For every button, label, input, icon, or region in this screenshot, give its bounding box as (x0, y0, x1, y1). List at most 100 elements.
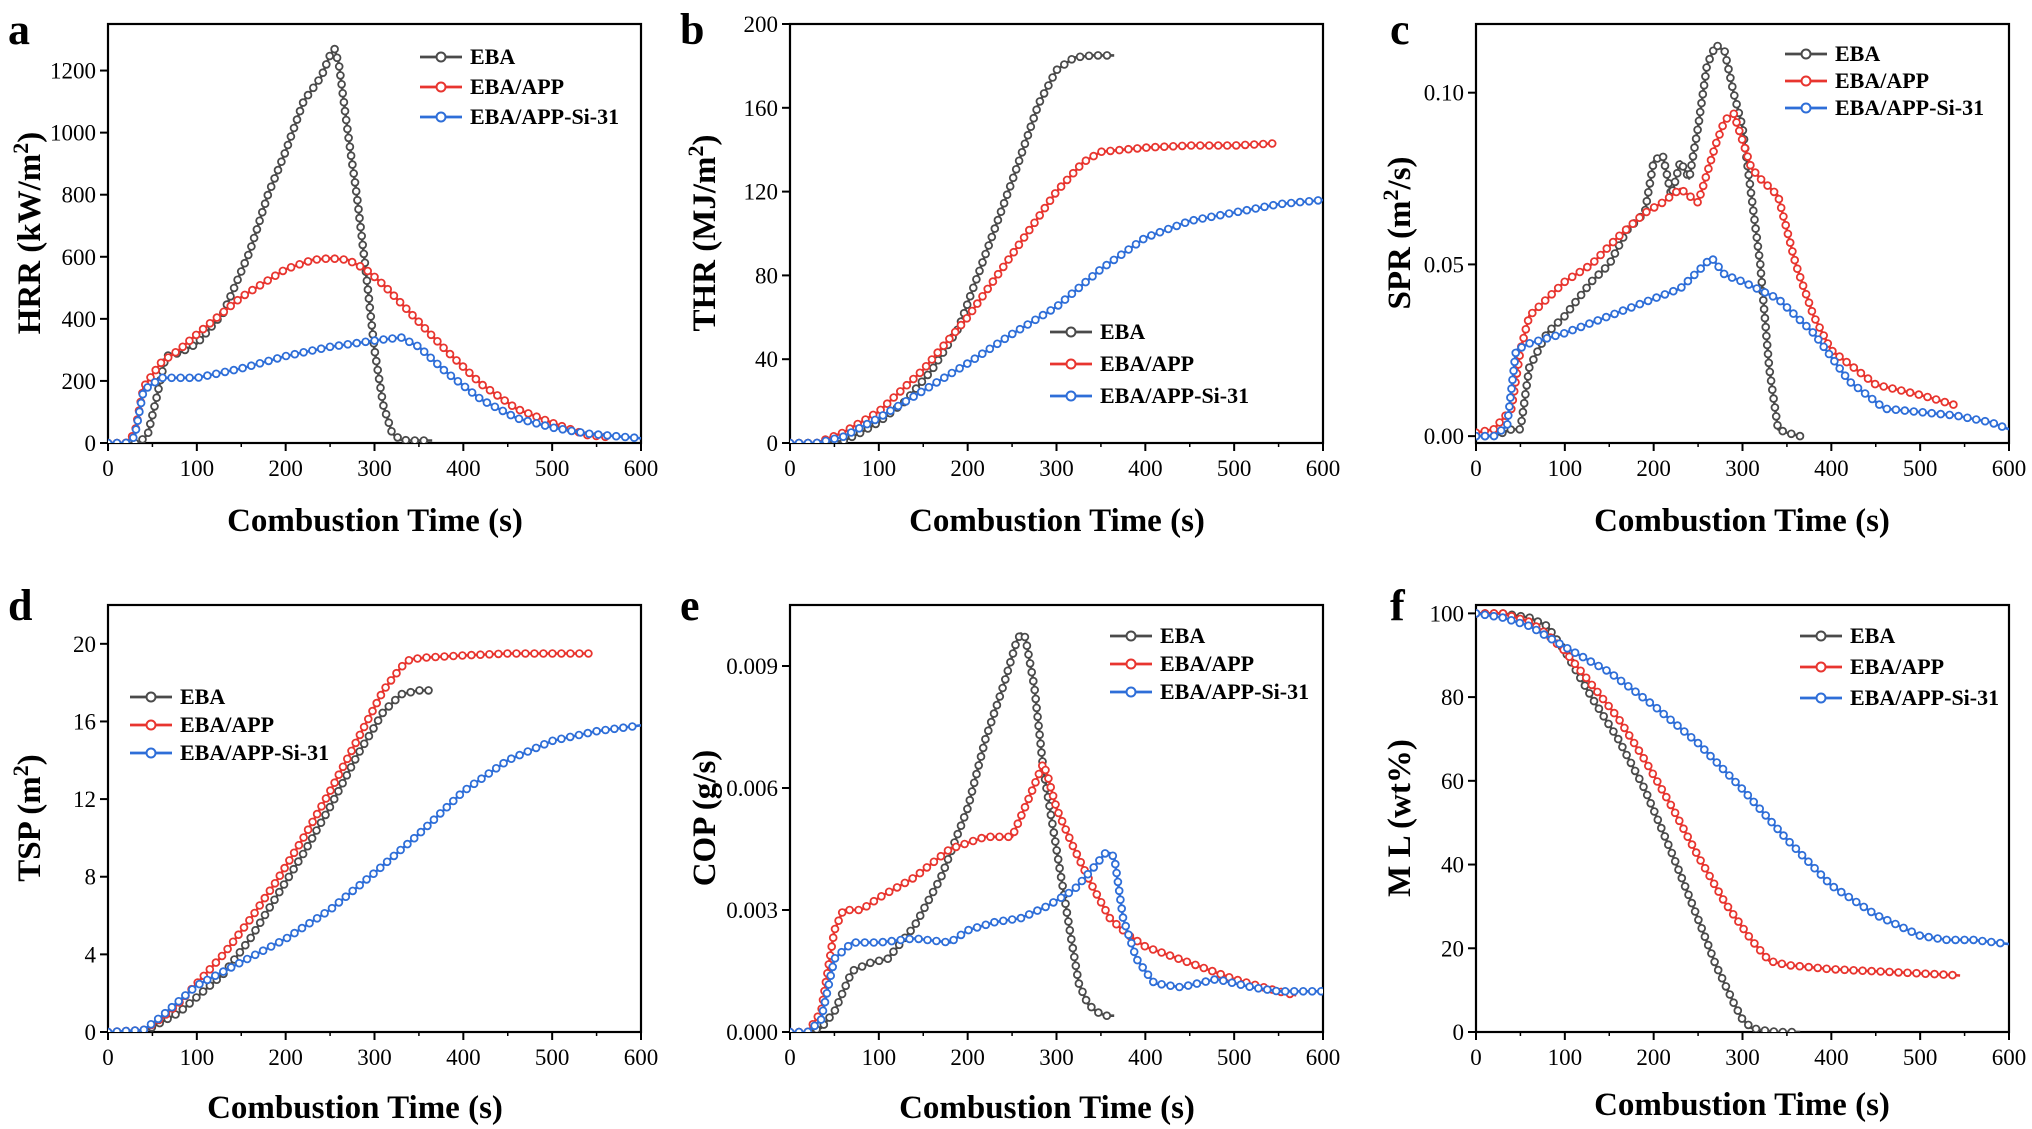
data-marker (289, 123, 299, 133)
data-marker (583, 728, 593, 738)
data-marker (330, 44, 339, 54)
data-marker (1807, 306, 1817, 316)
data-marker (1795, 315, 1805, 325)
data-marker (1600, 264, 1610, 273)
data-marker (1768, 957, 1778, 967)
data-marker (1624, 681, 1633, 691)
data-marker (846, 428, 856, 437)
data-marker (1933, 934, 1942, 943)
data-marker (1639, 782, 1648, 792)
series-group (108, 44, 641, 443)
data-marker (187, 985, 197, 994)
data-marker (321, 254, 331, 264)
data-marker (1254, 983, 1263, 993)
data-marker (865, 958, 875, 968)
data-marker (830, 434, 839, 443)
data-marker (1710, 957, 1719, 967)
data-marker (1024, 650, 1033, 659)
data-marker (274, 937, 284, 947)
data-marker (1056, 893, 1066, 902)
x-axis-title: Combustion Time (s) (1594, 1087, 1890, 1123)
data-marker (924, 382, 934, 392)
series-group (790, 51, 1323, 443)
data-marker (263, 190, 273, 200)
data-marker (368, 706, 377, 716)
data-marker (841, 981, 850, 991)
data-marker (341, 115, 351, 125)
data-marker (1233, 207, 1243, 217)
data-marker (138, 435, 147, 443)
panel-f: f 0 100 200 300 400 500 600 0 20 40 60 80 100 Combusti… (1382, 581, 2026, 1123)
x-tick-label: 100 (862, 456, 897, 481)
data-marker (1763, 181, 1772, 190)
data-marker (1583, 262, 1592, 272)
x-tick-label: 600 (1306, 456, 1341, 481)
data-marker (1027, 667, 1036, 677)
data-marker (330, 254, 340, 264)
data-marker (1723, 902, 1733, 912)
data-marker (382, 857, 392, 867)
data-marker (355, 730, 365, 740)
data-marker (1534, 336, 1543, 346)
x-tick-label: 300 (357, 1045, 392, 1070)
data-marker (429, 815, 439, 824)
legend-label: EBA/APP (180, 712, 274, 737)
data-marker (1525, 338, 1534, 348)
data-marker (1081, 277, 1090, 287)
data-marker (346, 151, 356, 161)
data-marker (1295, 197, 1305, 207)
data-marker (1567, 272, 1577, 282)
data-marker (1879, 382, 1888, 391)
data-marker (1629, 738, 1639, 748)
data-marker (270, 174, 279, 183)
data-marker (1808, 328, 1818, 337)
data-marker (1638, 692, 1647, 702)
data-marker (1073, 970, 1082, 979)
data-marker (229, 283, 239, 293)
legend-label: EBA (470, 44, 515, 69)
data-marker (1076, 857, 1085, 867)
legend-label: EBA/APP-Si-31 (1835, 95, 1984, 120)
data-marker (357, 231, 367, 241)
data-marker (953, 829, 962, 839)
data-marker (1751, 224, 1760, 233)
data-marker (1124, 930, 1133, 939)
data-marker (1840, 965, 1849, 975)
data-marker (1837, 887, 1846, 897)
data-marker (154, 384, 163, 394)
data-marker (1504, 411, 1513, 420)
data-marker (1831, 965, 1840, 974)
data-marker (523, 416, 532, 426)
data-marker (844, 973, 854, 982)
data-marker (523, 409, 533, 418)
data-marker (240, 290, 250, 300)
panel-d: d 0 100 200 300 400 500 600 0 4 8 12 16 20 Combustion … (8, 581, 659, 1126)
data-marker (857, 962, 867, 971)
x-tick-label: 400 (446, 1045, 481, 1070)
data-marker (469, 779, 479, 789)
data-marker (974, 761, 983, 770)
data-marker (1757, 277, 1767, 287)
data-marker (566, 649, 575, 658)
data-marker (1650, 807, 1659, 816)
data-marker (821, 436, 831, 443)
data-marker (574, 730, 584, 740)
data-marker (932, 378, 941, 387)
data-marker (1112, 868, 1121, 878)
x-tick-label: 0 (1470, 456, 1482, 481)
data-marker (1615, 715, 1624, 725)
y-tick-label: 12 (73, 787, 96, 812)
data-marker (1750, 215, 1759, 225)
data-marker (1853, 383, 1863, 393)
data-marker (937, 871, 946, 881)
data-marker (471, 374, 481, 384)
data-marker (435, 809, 445, 818)
y-tick-label: 0.05 (1424, 252, 1464, 277)
data-marker (843, 941, 853, 951)
data-marker (1804, 962, 1813, 972)
data-marker (1489, 424, 1498, 434)
data-marker (356, 222, 365, 232)
data-marker (326, 786, 335, 795)
data-marker (1717, 973, 1727, 983)
